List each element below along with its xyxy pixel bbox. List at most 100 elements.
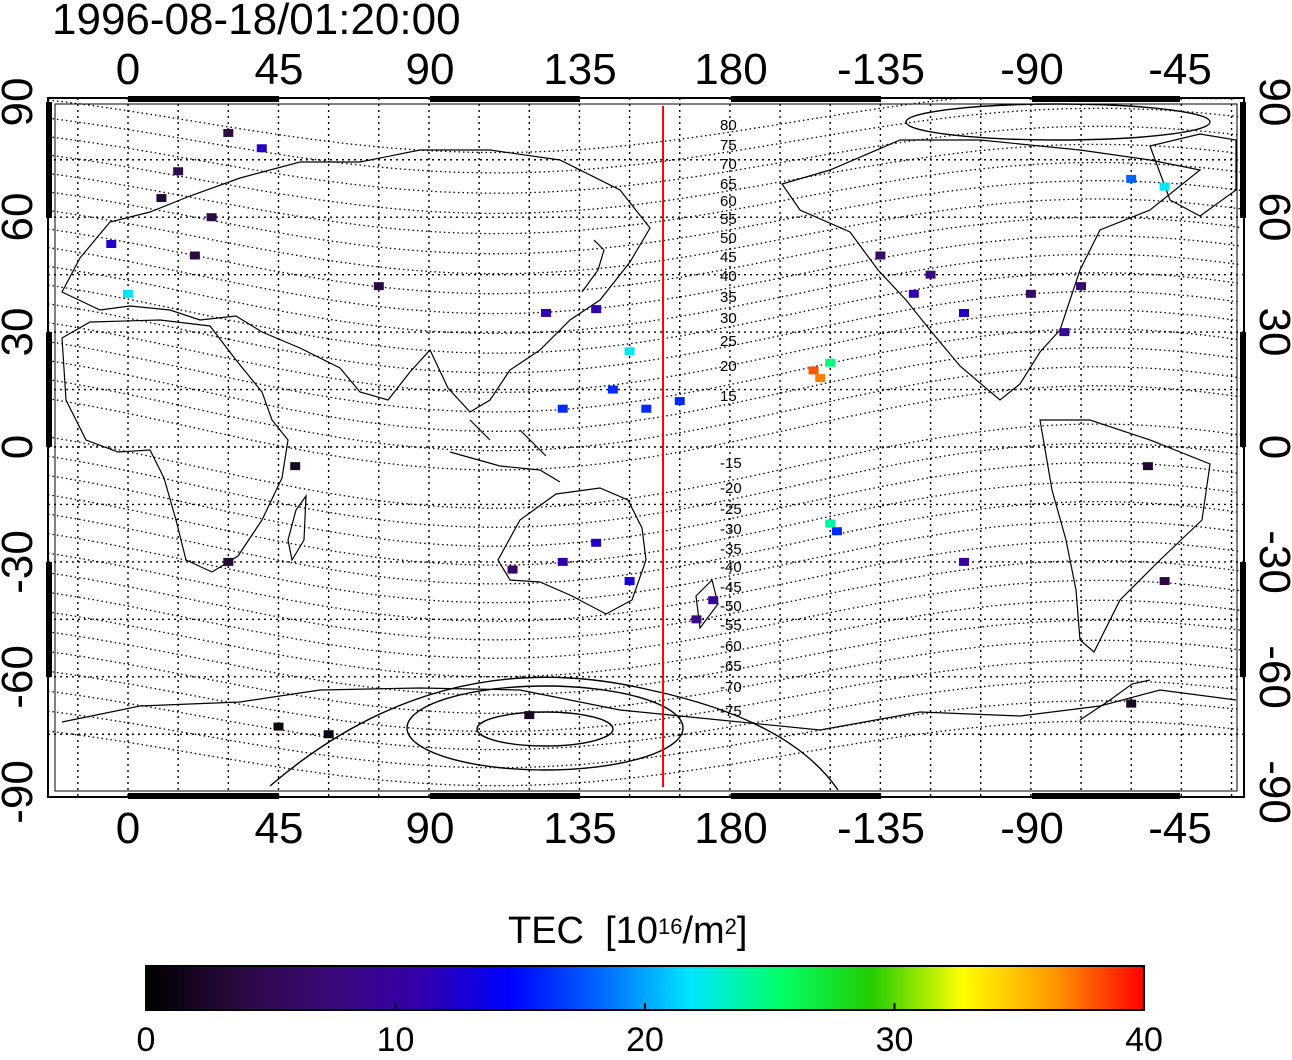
top-longitude-label: 135 [543,45,616,94]
contour-label: -25 [720,501,742,518]
map-title: 1996-08-18/01:20:00 [52,0,461,44]
tec-data-cells [106,128,1170,739]
colorbar-tick-label: 40 [1125,1021,1163,1059]
bottom-longitude-label: 180 [694,804,767,853]
tec-cell [908,289,919,298]
tec-cell [557,557,568,566]
tec-cell [373,282,384,291]
tec-cell [557,404,568,413]
colorbar-tick-label: 20 [626,1021,664,1059]
contour-label: 20 [720,358,737,375]
contour-label: -45 [720,579,742,596]
right-latitude-label: 0 [1250,435,1292,459]
contour-label: -60 [720,638,742,655]
tec-cell [1126,174,1137,183]
contour-label: -35 [720,541,742,558]
right-latitude-label: 90 [1250,78,1292,127]
tec-cell [156,194,167,203]
tec-cell [206,213,217,222]
colorbar-ticks [145,1003,1145,1010]
tec-cell [708,596,719,605]
tec-cell [290,462,301,471]
contour-label: 65 [720,176,737,193]
lat-lon-grid [48,98,1244,797]
tec-cell [507,565,518,574]
tec-cell [691,615,702,624]
left-latitude-label: -60 [0,645,42,709]
colorbar-tick-label: 10 [376,1021,415,1059]
map-frame [46,96,1246,799]
tec-cell [524,711,535,720]
unit-exponent: 16 [657,914,683,939]
right-latitude-label: -60 [1250,645,1292,709]
magnetic-latitude-contours [47,97,1241,791]
right-latitude-label: -90 [1250,760,1292,824]
right-latitude-label: 60 [1250,193,1292,242]
top-longitude-label: -90 [1000,45,1064,94]
bottom-longitude-label: 90 [406,804,455,853]
top-longitude-label: 0 [116,45,140,94]
contour-label: 80 [720,117,737,134]
contour-label: -55 [720,617,742,634]
tec-cell [624,347,635,356]
left-latitude-label: -30 [0,530,42,594]
contour-label: -65 [720,658,742,675]
top-longitude-label: 45 [255,45,304,94]
tec-cell [925,270,936,279]
tec-cell [591,538,602,547]
coastlines [61,133,1237,731]
contour-label: -30 [720,521,742,538]
contour-label: 55 [720,211,737,228]
right-latitude-label: 30 [1250,308,1292,357]
tec-cell [1059,328,1070,337]
left-latitude-label: 90 [0,78,42,127]
contour-label: 75 [720,137,737,154]
tec-cell [273,722,284,731]
tec-cell [674,397,685,406]
left-latitude-label: 0 [0,435,42,459]
top-longitude-label: 180 [694,45,767,94]
tec-cell [831,527,842,536]
contour-label: -50 [720,598,742,615]
tec-cell [106,240,117,249]
tec-cell [1126,699,1137,708]
contour-label: 30 [720,310,737,327]
contour-label: -15 [720,455,742,472]
contour-label: 15 [720,388,737,405]
tec-cell [959,557,969,566]
tec-cell [624,577,635,586]
contour-label: 40 [720,268,737,285]
tec-cell [591,305,602,314]
top-longitude-label: -45 [1148,45,1212,94]
tec-cell [173,167,184,176]
tec-cell [607,385,618,394]
tec-cell [815,374,826,383]
tec-cell [256,144,267,153]
tec-cell [825,519,836,528]
contour-label: -70 [720,679,742,696]
tec-cell [123,289,133,298]
bottom-longitude-label: 0 [116,804,140,853]
tec-cell [1076,282,1087,291]
tec-cell [223,557,234,566]
contour-label: 25 [720,333,737,350]
unit-exponent-2: 2 [724,914,737,939]
bottom-longitude-label: 45 [255,804,304,853]
tec-cell [1159,577,1170,586]
tec-cell [1025,289,1036,298]
colorbar-title: TEC [1016/m2] [508,910,748,952]
contour-label: -40 [720,559,742,576]
left-latitude-label: 60 [0,193,42,242]
contour-label: 50 [720,230,737,247]
contour-label: 70 [720,156,737,173]
top-longitude-label: 90 [406,45,455,94]
tec-cell [323,730,334,739]
tec-cell [875,251,886,260]
tec-cell [825,358,836,367]
contour-label: 35 [720,289,737,306]
bottom-longitude-label: -135 [837,804,925,853]
right-latitude-label: -30 [1250,530,1292,594]
tec-cell [641,404,652,413]
